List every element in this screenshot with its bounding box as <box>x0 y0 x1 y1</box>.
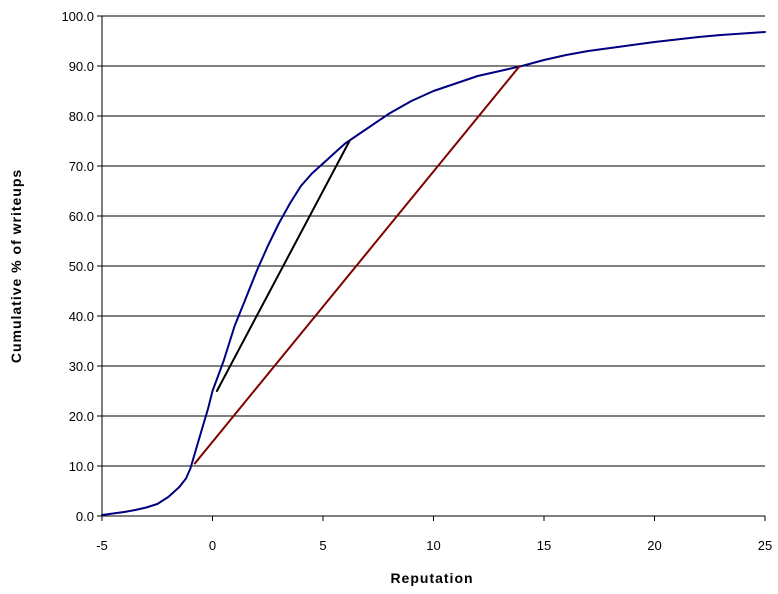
x-tick-label: 0 <box>209 538 216 553</box>
x-tick-label: -5 <box>96 538 108 553</box>
series-line-3 <box>193 65 521 465</box>
y-tick-label: 90.0 <box>69 59 94 74</box>
gridlines <box>102 15 765 467</box>
x-tick-label: 10 <box>426 538 440 553</box>
y-tick-label: 0.0 <box>76 509 94 524</box>
y-axis-title: Cumulative % of writeups <box>8 169 24 363</box>
x-tick-label: 20 <box>647 538 661 553</box>
y-tick-label: 60.0 <box>69 209 94 224</box>
y-tick-label: 70.0 <box>69 159 94 174</box>
y-tick-label: 30.0 <box>69 359 94 374</box>
tick-labels: 0.0 10.0 20.0 30.0 40.0 50.0 60.0 70.0 80.0 90.0 1… <box>61 9 772 553</box>
series-line-1 <box>101 31 766 516</box>
y-tick-label: 100.0 <box>61 9 94 24</box>
y-tick-label: 50.0 <box>69 259 94 274</box>
series-line-2 <box>215 140 351 392</box>
series-group <box>101 31 766 516</box>
y-tick-label: 40.0 <box>69 309 94 324</box>
x-tick-label: 15 <box>537 538 551 553</box>
y-tick-label: 10.0 <box>69 459 94 474</box>
x-tick-label: 25 <box>758 538 772 553</box>
x-axis-title: Reputation <box>390 570 473 586</box>
y-tick-label: 20.0 <box>69 409 94 424</box>
x-tick-label: 5 <box>319 538 326 553</box>
y-tick-label: 80.0 <box>69 109 94 124</box>
axes <box>97 15 766 521</box>
